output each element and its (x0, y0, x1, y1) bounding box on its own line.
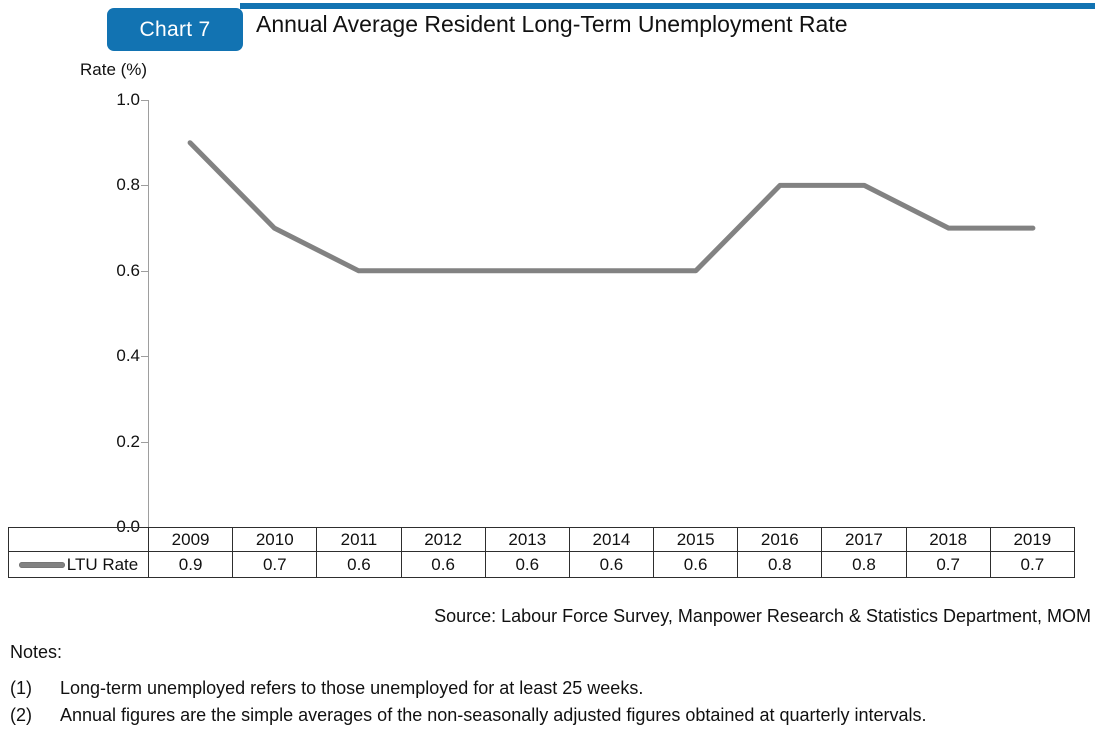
y-axis-line (148, 100, 149, 528)
value-cell: 0.6 (568, 551, 655, 578)
y-tick-mark (141, 356, 148, 358)
year-header-cell: 2019 (989, 527, 1076, 552)
value-cell: 0.6 (400, 551, 486, 578)
data-table: 2009 2010 2011 2012 2013 2014 2015 2016 2017 2018… (8, 527, 1076, 578)
y-tick-mark (141, 441, 148, 443)
notes-section: Notes: (1) Long-term unemployed refers t… (10, 642, 927, 729)
year-header-cell: 2018 (905, 527, 991, 552)
y-axis-unit-label: Rate (%) (80, 60, 148, 79)
note-item: (1) Long-term unemployed refers to those… (10, 675, 927, 702)
source-attribution: Source: Labour Force Survey, Manpower Re… (434, 606, 1091, 626)
year-header-cell: 2009 (147, 527, 234, 552)
chart-number-label: Chart 7 (139, 17, 211, 41)
value-cell: 0.8 (737, 551, 823, 578)
note-text: Long-term unemployed refers to those une… (60, 678, 644, 698)
year-header-cell: 2013 (484, 527, 570, 552)
year-header-cell: 2016 (737, 527, 823, 552)
value-cell: 0.6 (484, 551, 570, 578)
value-cell: 0.8 (821, 551, 907, 578)
y-tick-mark (141, 270, 148, 272)
plot-area: 1.0 0.8 0.6 0.4 0.2 0.0 (116, 90, 1075, 536)
chart-number-badge: Chart 7 (107, 8, 243, 51)
table-year-header-row: 2009 2010 2011 2012 2013 2014 2015 2016 2017 2018… (8, 527, 1076, 552)
year-header-cell: 2011 (316, 527, 402, 552)
value-cell: 0.6 (653, 551, 739, 578)
value-cell: 0.7 (232, 551, 318, 578)
table-value-row: LTU Rate 0.9 0.7 0.6 0.6 0.6 0.6 0.6 0.8 0.8 0.7 0… (8, 551, 1076, 578)
year-header-cell: 2012 (400, 527, 486, 552)
legend-inner: LTU Rate (10, 553, 148, 577)
y-tick-label: 0.2 (116, 431, 140, 451)
year-header-cell: 2014 (568, 527, 655, 552)
y-tick-label: 0.8 (116, 175, 140, 195)
year-header-cell: 2015 (653, 527, 739, 552)
chart-title: Annual Average Resident Long-Term Unempl… (256, 11, 848, 37)
value-cell: 0.6 (316, 551, 402, 578)
value-cell: 0.7 (989, 551, 1076, 578)
note-text: Annual figures are the simple averages o… (60, 705, 927, 725)
y-tick-mark (141, 100, 148, 101)
note-number: (1) (10, 678, 32, 698)
ltu-rate-line (187, 140, 1036, 274)
y-tick-label: 1.0 (116, 90, 140, 109)
year-header-cell: 2017 (821, 527, 907, 552)
y-tick-label: 0.6 (116, 260, 140, 280)
legend-cell: LTU Rate (8, 551, 149, 578)
table-corner-spacer (8, 527, 149, 552)
notes-heading: Notes: (10, 642, 63, 662)
note-item: (2) Annual figures are the simple averag… (10, 702, 927, 729)
legend-series-label: LTU Rate (66, 554, 139, 574)
value-cell: 0.7 (905, 551, 991, 578)
y-tick-mark (141, 185, 148, 187)
y-tick-label: 0.4 (116, 346, 140, 366)
value-cell: 0.9 (147, 551, 234, 578)
ltu-rate-line-swatch-icon (18, 561, 65, 568)
header-accent-rule (240, 3, 1095, 9)
year-header-cell: 2010 (232, 527, 318, 552)
line-chart-canvas (187, 140, 1036, 274)
note-number: (2) (10, 705, 32, 725)
